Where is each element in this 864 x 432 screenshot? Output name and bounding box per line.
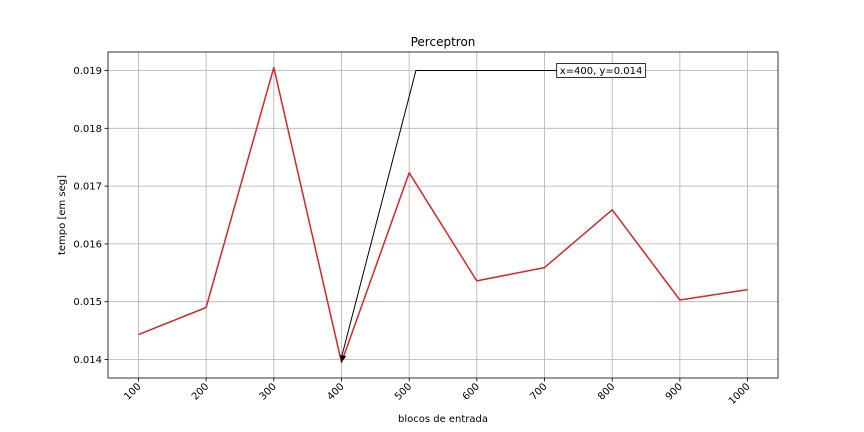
x-tick-label: 100 [122, 381, 143, 402]
series-line [138, 66, 748, 364]
x-tick-label: 1000 [727, 381, 753, 407]
annotation-box [556, 63, 646, 78]
x-tick-label: 500 [393, 381, 414, 402]
x-tick-label: 900 [664, 381, 685, 402]
y-tick-label: 0.016 [73, 239, 102, 250]
y-tick-label: 0.015 [73, 297, 102, 308]
x-axis-ticks: 100 200 300 400 500 600 700 800 900 1000 [122, 378, 753, 407]
annotation-arrow-head [340, 354, 347, 363]
x-tick-label: 200 [190, 381, 211, 402]
y-tick-label: 0.017 [73, 182, 102, 193]
x-tick-label: 600 [461, 381, 482, 402]
annotation-text: x=400, y=0.014 [560, 66, 643, 77]
grid-lines [108, 52, 778, 378]
y-axis-label: tempo [em seg] [57, 175, 68, 255]
x-tick-label: 300 [258, 381, 279, 402]
series-layer [138, 66, 748, 364]
x-tick-label: 700 [528, 381, 549, 402]
annotation-arrow-line [341, 69, 557, 358]
y-tick-label: 0.014 [73, 355, 102, 366]
annotation: x=400, y=0.014 [340, 63, 646, 363]
y-tick-label: 0.019 [73, 66, 102, 77]
y-axis-ticks: 0.014 0.015 0.016 0.017 0.018 0.019 [73, 66, 108, 366]
chart-title: Perceptron [411, 35, 476, 49]
plot-frame [107, 51, 779, 379]
y-tick-label: 0.018 [73, 124, 102, 135]
x-tick-label: 400 [325, 381, 346, 402]
x-tick-label: 800 [596, 381, 617, 402]
x-axis-label: blocos de entrada [398, 414, 488, 425]
